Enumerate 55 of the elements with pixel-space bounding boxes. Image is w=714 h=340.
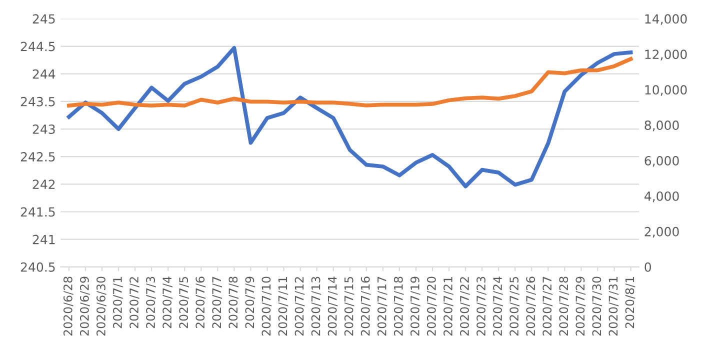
x-tick-label: 2020/7/15: [344, 276, 354, 336]
x-tick-label: 2020/7/9: [245, 276, 256, 328]
x-tick-label: 2020/7/1: [113, 277, 123, 328]
x-tick-label: 2020/7/24: [493, 276, 503, 336]
y2-tick-label: 4,000: [644, 191, 679, 202]
x-tick-label: 2020/7/3: [146, 276, 156, 328]
y2-tick-label: 6,000: [644, 156, 679, 167]
y-tick-label: 245: [32, 14, 55, 24]
x-tick-label: 2020/7/20: [426, 276, 437, 336]
x-tick-label: 2020/7/2: [130, 277, 140, 328]
y2-tick-label: 10,000: [645, 85, 687, 96]
y2-tick-label: 12,000: [645, 50, 687, 60]
x-tick-label: 2020/7/17: [377, 276, 388, 336]
y-tick-label: 241.5: [20, 207, 55, 217]
x-tick-label: 2020/7/4: [162, 276, 172, 328]
x-tick-label: 2020/6/30: [96, 276, 106, 336]
x-tick-label: 2020/7/8: [228, 276, 239, 328]
x-tick-label: 2020/7/14: [328, 276, 338, 336]
x-tick-label: 2020/7/19: [410, 276, 420, 336]
y-tick-label: 240.5: [20, 262, 55, 272]
x-tick-label: 2020/8/1: [625, 277, 636, 328]
x-tick-label: 2020/6/28: [63, 276, 74, 336]
y-tick-label: 244: [32, 69, 56, 79]
y2-tick-label: 0: [644, 262, 652, 272]
y2-tick-label: 14,000: [645, 14, 687, 25]
line-series: [67, 46, 633, 188]
x-tick-label: 2020/6/29: [80, 276, 90, 336]
x-tick-label: 2020/7/25: [510, 276, 520, 336]
x-tick-label: 2020/7/22: [460, 277, 470, 336]
x-tick-label: 2020/7/26: [526, 276, 536, 336]
x-tick-label: 2020/7/31: [608, 277, 619, 336]
x-tick-label: 2020/7/13: [311, 276, 322, 336]
x-tick-label: 2020/7/23: [476, 276, 486, 336]
x-tick-label: 2020/7/7: [212, 276, 222, 328]
x-tick-label: 2020/7/6: [196, 276, 206, 328]
x-tick-label: 2020/7/10: [262, 276, 272, 336]
x-tick-label: 2020/7/30: [592, 276, 602, 336]
y-tick-label: 243: [32, 124, 55, 134]
x-tick-label: 2020/7/28: [559, 276, 570, 336]
y-tick-label: 242.5: [20, 152, 55, 162]
line-series: [67, 57, 633, 108]
x-tick-label: 2020/7/27: [542, 276, 552, 336]
x-tick-label: 2020/7/18: [394, 276, 404, 336]
y2-tick-label: 2,000: [644, 226, 679, 238]
x-tick-label: 2020/7/16: [360, 276, 371, 336]
x-tick-label: 2020/7/12: [294, 277, 305, 336]
y-tick-label: 241: [32, 234, 55, 244]
x-tick-label: 2020/7/11: [278, 277, 288, 336]
x-tick-label: 2020/7/5: [179, 276, 189, 328]
y-tick-label: 242: [32, 180, 55, 189]
y-tick-label: 243.5: [20, 96, 55, 106]
x-tick-label: 2020/7/21: [444, 277, 454, 336]
y-tick-label: 244.5: [20, 42, 55, 52]
x-tick-label: 2020/7/29: [576, 276, 586, 336]
y2-tick-label: 8,000: [644, 120, 679, 132]
